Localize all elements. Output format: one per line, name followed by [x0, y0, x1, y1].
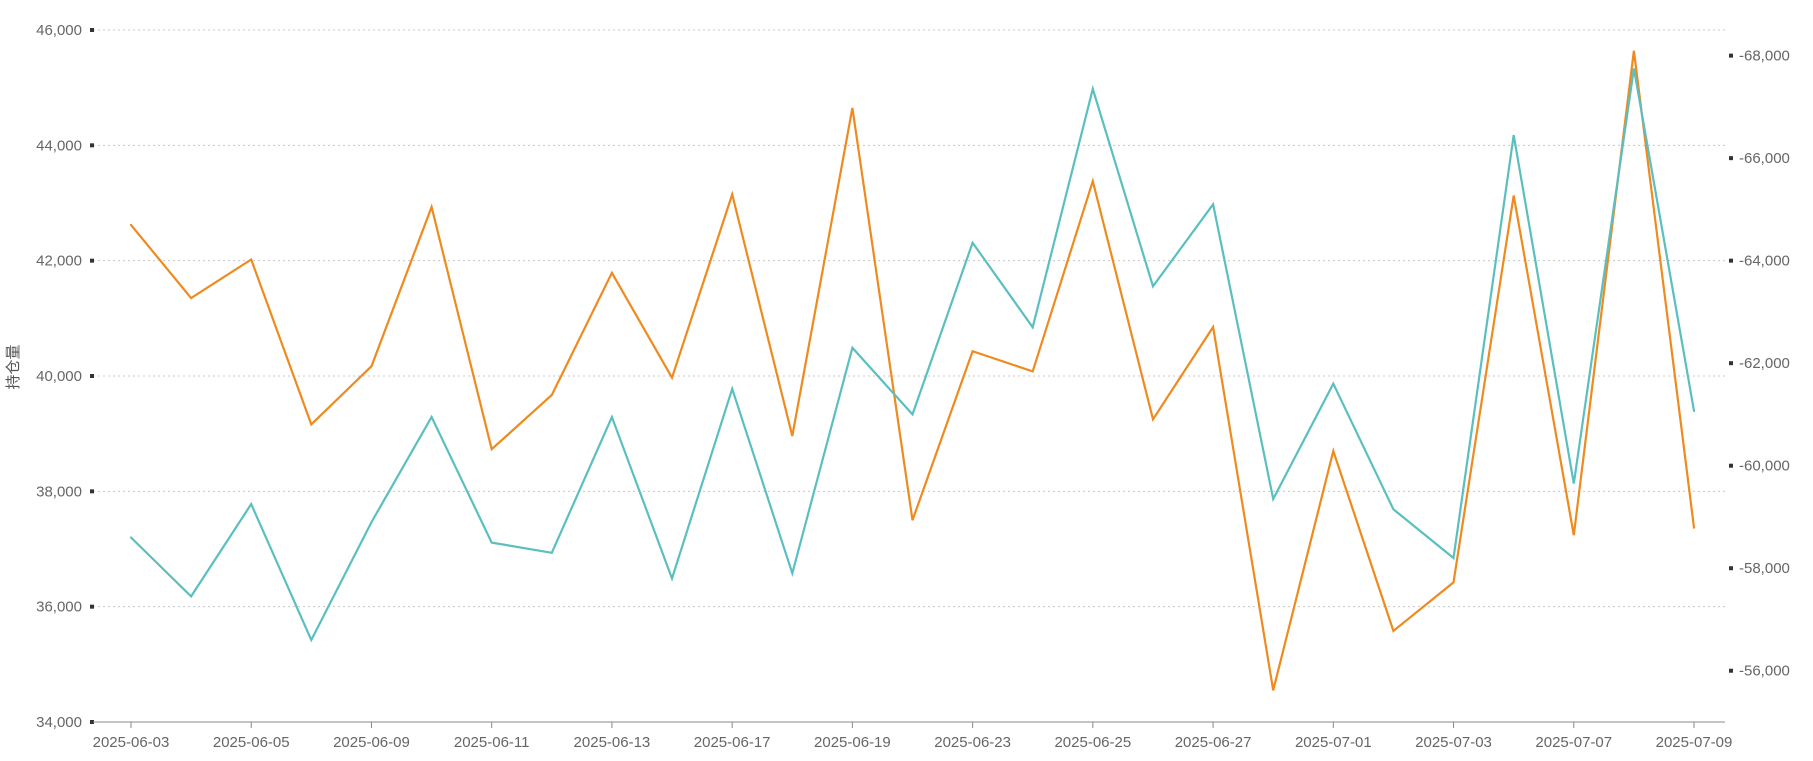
y-right-tick-mark [1729, 668, 1733, 673]
x-tick-label: 2025-07-01 [1295, 734, 1372, 751]
y-right-tick-mark [1729, 258, 1733, 263]
x-tick-label: 2025-06-17 [694, 734, 771, 751]
axes: 34,000 36,000 38,000 40,000 42,000 44,000 46,0… [36, 22, 1790, 751]
y-right-tick-label: -60,000 [1739, 458, 1790, 475]
x-tick-label: 2025-06-05 [213, 734, 290, 751]
y-right-tick-mark [1729, 566, 1733, 571]
x-tick-label: 2025-06-19 [814, 734, 891, 751]
y-left-tick-label: 40,000 [36, 368, 82, 385]
series-line-2 [129, 68, 1696, 643]
x-tick-label: 2025-06-09 [333, 734, 410, 751]
y-left-tick-label: 36,000 [36, 599, 82, 616]
y-left-tick-label: 44,000 [36, 137, 82, 154]
y-right-tick-mark [1729, 53, 1733, 58]
y-left-tick-label: 34,000 [36, 714, 82, 731]
y-right-tick-label: -58,000 [1739, 560, 1790, 577]
y-left-tick-mark [90, 28, 94, 32]
x-tick-label: 2025-07-07 [1535, 734, 1612, 751]
y-left-tick-mark [90, 143, 94, 148]
x-tick-label: 2025-07-09 [1656, 734, 1733, 751]
y-right-tick-label: -66,000 [1739, 150, 1790, 167]
series-line-1 [129, 50, 1696, 691]
y-right-tick-mark [1729, 463, 1733, 468]
x-tick-label: 2025-07-03 [1415, 734, 1492, 751]
y-right-tick-label: -64,000 [1739, 253, 1790, 270]
y-right-tick-mark [1729, 361, 1733, 366]
x-tick-label: 2025-06-23 [934, 734, 1011, 751]
y-left-tick-mark [90, 720, 94, 724]
x-tick-label: 2025-06-03 [93, 734, 170, 751]
x-tick-label: 2025-06-13 [574, 734, 651, 751]
y-axis-label: 持仓量 [5, 344, 22, 389]
series-lines [129, 50, 1696, 691]
x-tick-label: 2025-06-27 [1175, 734, 1252, 751]
y-left-tick-mark [90, 374, 94, 378]
y-left-tick-mark [90, 258, 94, 263]
y-left-tick-mark [90, 489, 94, 494]
y-left-tick-label: 42,000 [36, 253, 82, 270]
y-left-tick-mark [90, 604, 94, 609]
y-right-tick-mark [1729, 156, 1733, 161]
x-tick-label: 2025-06-25 [1054, 734, 1131, 751]
y-right-tick-label: -68,000 [1739, 48, 1790, 65]
x-tick-label: 2025-06-11 [454, 734, 530, 751]
grid-lines [93, 29, 1725, 608]
y-right-tick-label: -56,000 [1739, 663, 1790, 680]
y-right-tick-label: -62,000 [1739, 355, 1790, 372]
y-left-tick-label: 38,000 [36, 483, 82, 500]
y-left-tick-label: 46,000 [36, 22, 82, 39]
